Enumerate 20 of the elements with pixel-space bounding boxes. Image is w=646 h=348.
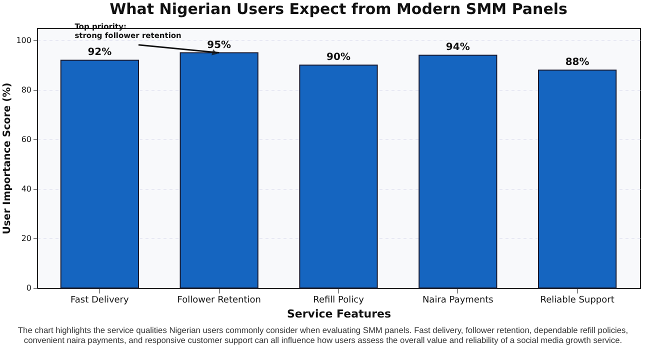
data-label: 95% [207,40,232,51]
x-tick-label: Follower Retention [177,296,261,306]
x-tick-label: Reliable Support [540,296,615,306]
y-tick-label: 40 [21,184,32,194]
y-axis-title: User Importance Score (%) [2,82,14,234]
data-label: 88% [565,57,590,68]
y-tick-label: 100 [16,36,32,45]
x-tick-label: Fast Delivery [70,296,130,306]
x-axis-title: Service Features [286,308,392,320]
y-tick-label: 20 [21,234,32,243]
data-label: 94% [446,42,470,54]
y-tick-label: 0 [26,284,32,292]
text: The chart highlights the service qualities Nigerian users commonly consider when evaluating SMM panels. Fast delivery, follower retention, dependable refill policies, convenient naira payments, and responsive customer support can all influence how users assess the overall value and reliability of a social media growth service. [16,325,630,345]
y-tick-label: 60 [21,134,32,144]
data-label: 90% [326,52,350,64]
x-tick-label: Refill Policy [313,296,365,306]
y-tick-label: 80 [21,85,32,94]
chart-title: What Nigerian Users Expect from Modern SMM Panels [110,0,568,18]
x-tick-label: Naira Payments [422,296,494,306]
data-label: 92% [88,47,112,58]
